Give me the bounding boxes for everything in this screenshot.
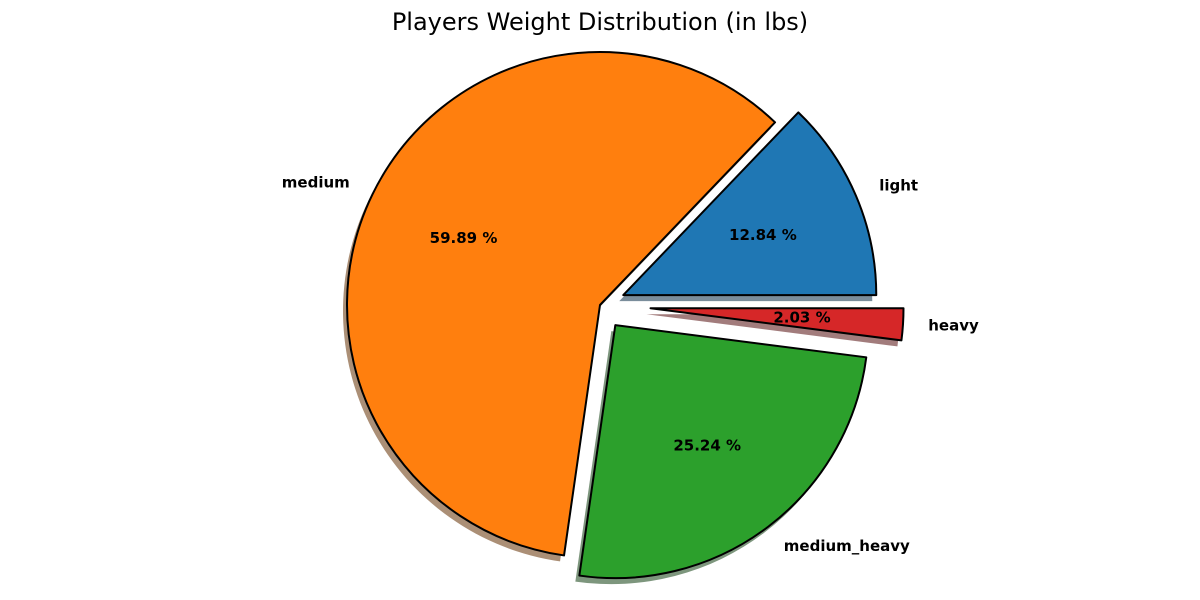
slice-percent-label-medium_heavy: 25.24 % [673, 436, 741, 454]
label-layer: 12.84 % light 59.89 % medium 25.24 % medium_h… [282, 174, 979, 556]
pie-slice-medium [346, 51, 777, 557]
slice-percent-label-light: 12.84 % [729, 226, 797, 244]
slice-category-label-medium: medium [282, 174, 350, 192]
pie-slice-light [622, 111, 878, 297]
pie-slice-heavy [649, 307, 905, 342]
slice-category-label-heavy: heavy [928, 316, 979, 334]
pie-slice-medium_heavy [578, 324, 868, 580]
slice-category-label-medium_heavy: medium_heavy [784, 537, 910, 555]
slice-percent-label-medium: 59.89 % [430, 229, 498, 247]
slice-layer [346, 51, 905, 580]
slice-category-label-light: light [879, 176, 918, 194]
slice-percent-label-heavy: 2.03 % [773, 308, 830, 326]
chart-title: Players Weight Distribution (in lbs) [391, 8, 809, 36]
